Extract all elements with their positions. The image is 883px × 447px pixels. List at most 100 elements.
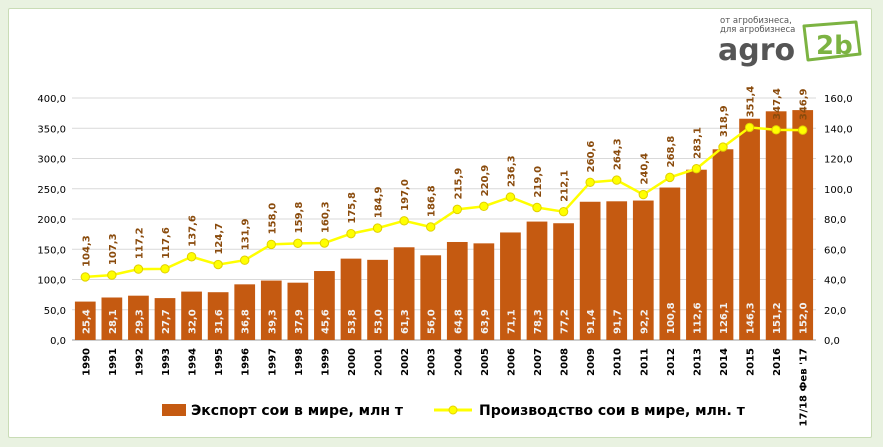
export-bar — [686, 169, 707, 340]
production-point-label: 159,8 — [294, 202, 305, 234]
export-bar-label: 92,2 — [639, 309, 650, 334]
category-label: 2013 — [692, 348, 703, 376]
production-point-label: 137,6 — [188, 215, 199, 247]
export-bar-label: 100,8 — [666, 302, 677, 334]
category-label: 1996 — [241, 348, 252, 376]
production-point-label: 160,3 — [320, 201, 331, 233]
export-bar — [579, 201, 601, 340]
left-tick-label: 200,0 — [37, 215, 66, 226]
right-tick-label: 140,0 — [824, 124, 853, 135]
production-point — [293, 238, 303, 249]
left-tick-label: 0,0 — [50, 336, 66, 347]
production-point — [240, 255, 250, 265]
right-tick-label: 0,0 — [824, 336, 840, 347]
left-tick-label: 100,0 — [37, 276, 66, 287]
export-bar — [181, 291, 202, 340]
category-label: 2014 — [719, 348, 730, 376]
production-point — [744, 122, 755, 133]
export-bar — [792, 110, 814, 340]
export-bar — [287, 282, 309, 340]
right-tick-label: 40,0 — [824, 276, 846, 287]
export-bar — [632, 200, 654, 340]
export-bar-label: 28,1 — [108, 309, 119, 334]
export-bar — [765, 111, 787, 340]
category-label: 1993 — [161, 348, 172, 376]
category-label: 2000 — [347, 348, 358, 376]
logo-tagline-1: от агробизнеса, — [720, 16, 792, 26]
logo-tagline-2: для агробизнеса — [720, 25, 795, 35]
export-bar — [500, 232, 521, 340]
production-point-label: 351,4 — [746, 86, 757, 118]
category-label: 1991 — [108, 348, 119, 376]
export-bar-label: 53,0 — [374, 309, 385, 334]
production-point — [612, 175, 622, 185]
production-point — [638, 189, 648, 200]
left-tick-label: 250,0 — [37, 185, 66, 196]
left-tick-label: 150,0 — [37, 245, 66, 256]
production-point — [186, 252, 197, 262]
production-point-label: 220,9 — [480, 165, 491, 197]
chart-panel: 0,0 50,0 100,0 150,0 200,0 250,0 300,0 350,0 400… — [8, 8, 872, 438]
left-tick-label: 300,0 — [37, 155, 66, 166]
production-point-label: 347,4 — [772, 88, 783, 120]
category-label: 1999 — [320, 348, 331, 376]
left-tick-label: 350,0 — [37, 124, 66, 135]
production-point — [505, 192, 516, 202]
export-bar-labels: 25,4 28,1 29,3 27,7 32,0 31,6 36,8 39,3 37,9 45,6… — [81, 302, 809, 334]
production-point — [479, 201, 489, 212]
export-bar-label: 146,3 — [746, 302, 757, 334]
production-point — [266, 239, 276, 250]
production-series-line — [85, 126, 803, 279]
category-label: 1998 — [294, 348, 305, 376]
production-point-label: 215,9 — [453, 168, 464, 200]
production-point — [372, 223, 383, 233]
export-bar-label: 31,6 — [214, 309, 225, 334]
export-bar — [739, 118, 760, 340]
production-line — [80, 122, 808, 282]
right-tick-label: 100,0 — [824, 185, 853, 196]
category-label: 2003 — [427, 348, 438, 376]
production-point — [452, 204, 462, 215]
logo-badge-text: 2b — [816, 31, 853, 61]
production-point-label: 124,7 — [214, 223, 225, 255]
production-point — [426, 222, 436, 232]
production-point-label: 283,1 — [692, 127, 703, 159]
export-bar — [260, 280, 282, 340]
production-point — [771, 125, 781, 135]
production-point — [160, 264, 170, 274]
left-axis-ticks: 0,0 50,0 100,0 150,0 200,0 250,0 300,0 350,0 400… — [37, 94, 66, 347]
legend-production-label: Производство сои в мире, млн. т — [479, 403, 746, 419]
category-label: 2001 — [374, 348, 385, 376]
production-point-label: 197,0 — [400, 179, 411, 211]
logo-wordmark: agro — [718, 33, 795, 68]
right-tick-label: 20,0 — [824, 306, 846, 317]
left-tick-label: 50,0 — [44, 306, 66, 317]
production-point — [532, 202, 542, 213]
production-point-label: 236,3 — [506, 155, 517, 187]
production-point — [133, 264, 144, 274]
category-label: 17/18 Фев '17 — [799, 348, 810, 426]
production-point — [399, 216, 409, 226]
category-label: 1995 — [214, 348, 225, 376]
right-tick-label: 80,0 — [824, 215, 846, 226]
legend-export-swatch — [162, 404, 186, 416]
legend-production-marker — [448, 405, 458, 415]
export-bar-label: 29,3 — [134, 309, 145, 334]
export-bar — [393, 247, 415, 340]
production-point-label: 240,4 — [639, 153, 650, 185]
export-bar — [314, 271, 335, 340]
export-bar — [234, 284, 256, 340]
export-bar-label: 25,4 — [81, 309, 92, 334]
category-label: 1994 — [188, 348, 199, 376]
category-labels: 1990 1991 1992 1993 1994 1995 1996 1997 1998 1999… — [81, 348, 809, 426]
category-label: 2016 — [772, 348, 783, 376]
export-bar — [606, 201, 628, 340]
production-point — [665, 172, 675, 183]
export-bar-label: 56,0 — [427, 309, 438, 334]
export-bar — [659, 187, 681, 340]
export-bar-label: 126,1 — [719, 302, 730, 334]
export-bar-label: 63,9 — [480, 309, 491, 334]
production-point-label: 104,3 — [81, 235, 92, 267]
export-bar — [420, 255, 442, 340]
export-bar — [553, 223, 574, 340]
